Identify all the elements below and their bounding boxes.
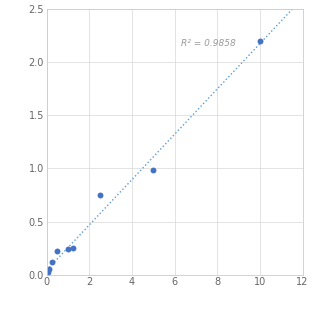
Point: [151, 167, 156, 172]
Point: [98, 193, 103, 197]
Point: [66, 246, 71, 251]
Point: [55, 249, 60, 254]
Point: [71, 246, 76, 251]
Point: [50, 259, 55, 264]
Point: [44, 272, 49, 277]
Text: R² = 0.9858: R² = 0.9858: [181, 39, 236, 48]
Point: [257, 39, 262, 44]
Point: [47, 267, 52, 272]
Point: [46, 270, 51, 275]
